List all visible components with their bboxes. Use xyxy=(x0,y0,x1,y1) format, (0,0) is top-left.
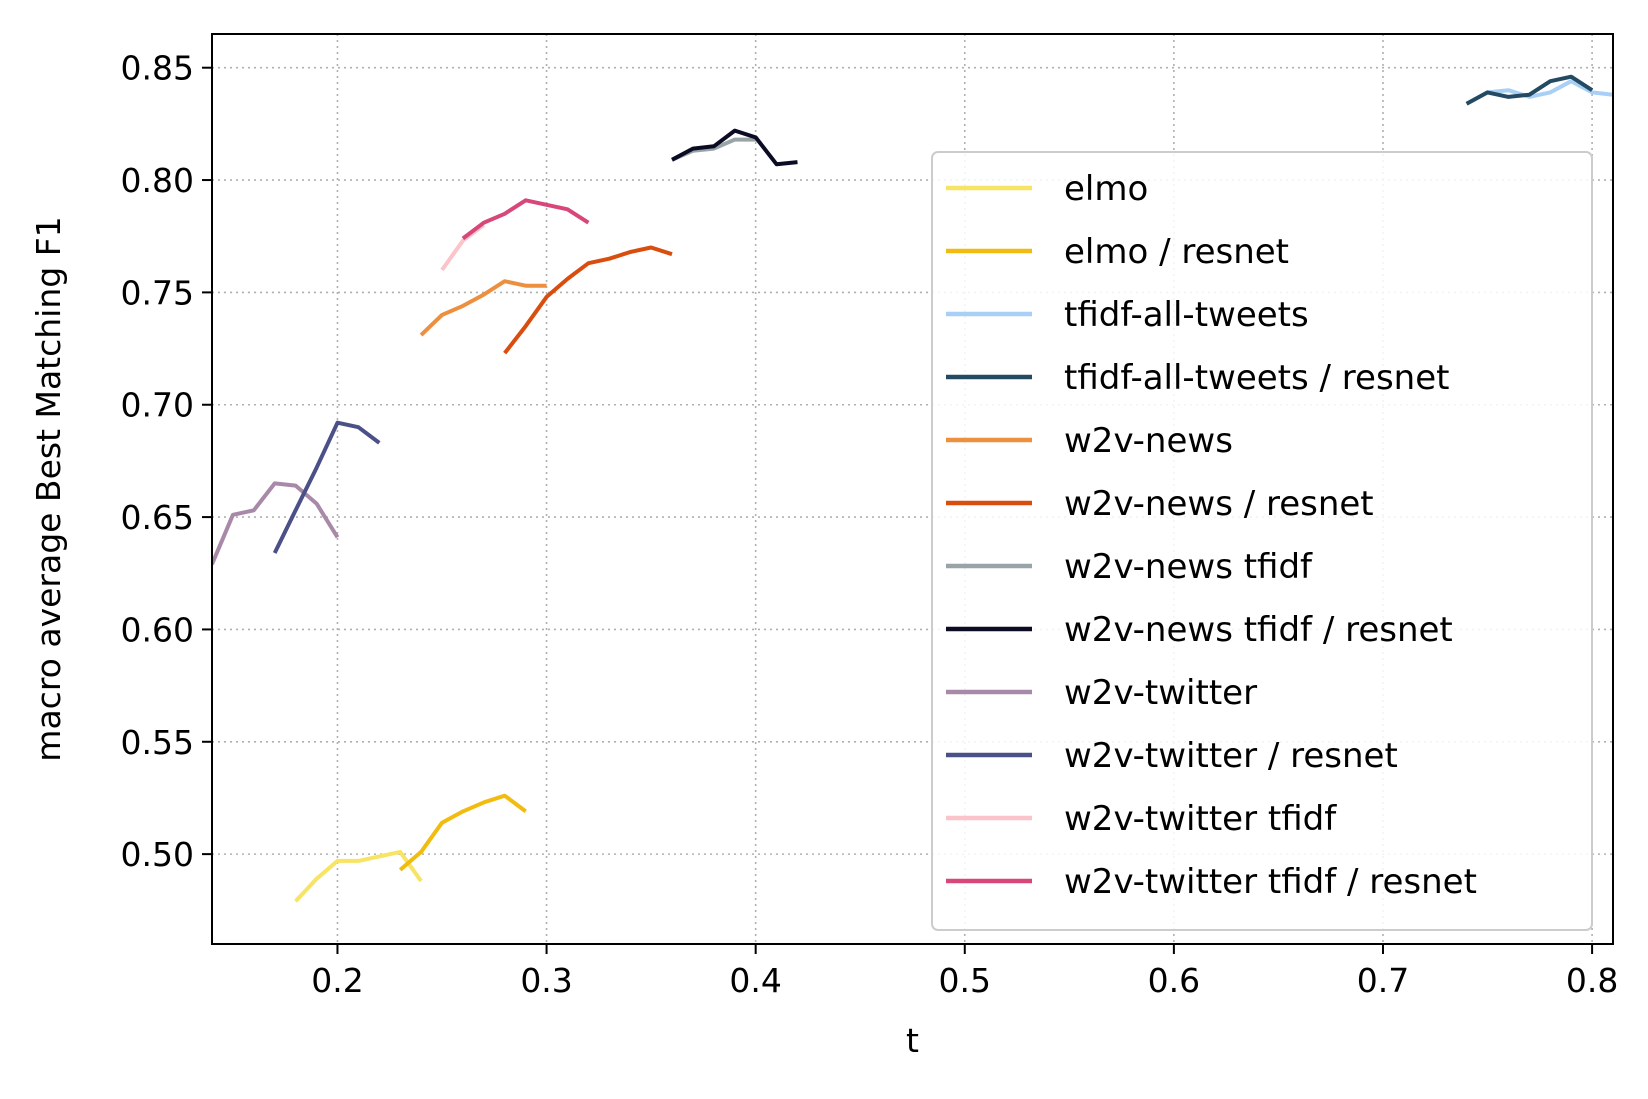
x-tick-label: 0.7 xyxy=(1357,961,1409,1000)
y-tick-label: 0.65 xyxy=(121,498,194,537)
y-tick-label: 0.75 xyxy=(121,273,194,312)
x-axis-label: t xyxy=(906,1021,919,1060)
x-tick-label: 0.6 xyxy=(1148,961,1200,1000)
y-axis: 0.50 0.55 0.60 0.65 0.70 0.75 0.80 0.85 xyxy=(121,49,212,874)
legend-label: tfidf-all-tweets / resnet xyxy=(1064,358,1449,398)
y-axis-label: macro average Best Matching F1 xyxy=(29,216,68,761)
legend-label: w2v-twitter tfidf / resnet xyxy=(1064,862,1477,902)
series-line-elmo xyxy=(294,849,423,903)
y-tick-label: 0.55 xyxy=(121,723,194,762)
legend: elmo elmo / resnet tfidf-all-tweets tfidf-a… xyxy=(931,151,1593,931)
series-line-w2v-twitter-tfidf-resnet xyxy=(461,198,590,241)
series-line-w2v-twitter xyxy=(212,481,340,566)
legend-label: w2v-twitter / resnet xyxy=(1064,736,1398,776)
series-line-tfidf-all-tweets-resnet xyxy=(1465,74,1594,106)
series-lines xyxy=(212,74,1613,903)
legend-label: tfidf-all-tweets xyxy=(1064,295,1309,335)
y-tick-label: 0.80 xyxy=(121,161,194,200)
y-tick-label: 0.50 xyxy=(121,835,194,874)
legend-label: w2v-twitter tfidf xyxy=(1064,799,1337,839)
x-tick-label: 0.4 xyxy=(729,961,781,1000)
series-line-w2v-news-tfidf-resnet xyxy=(671,128,798,167)
legend-label: w2v-news tfidf xyxy=(1064,547,1313,587)
plot-frame xyxy=(211,33,1614,945)
series-line-w2v-news-resnet xyxy=(503,245,673,355)
series-line-elmo-resnet xyxy=(398,793,527,872)
x-tick-label: 0.8 xyxy=(1566,961,1618,1000)
y-tick-label: 0.70 xyxy=(121,386,194,425)
series-line-w2v-twitter-resnet xyxy=(272,420,381,554)
y-tick-label: 0.85 xyxy=(121,49,194,88)
y-tick-label: 0.60 xyxy=(121,610,194,649)
legend-label: w2v-news xyxy=(1064,421,1233,461)
x-tick-label: 0.2 xyxy=(311,961,363,1000)
x-axis: 0.2 0.3 0.4 0.5 0.6 0.7 0.8 xyxy=(311,944,1618,1000)
x-tick-label: 0.3 xyxy=(520,961,572,1000)
legend-box xyxy=(931,151,1593,931)
x-tick-label: 0.5 xyxy=(939,961,991,1000)
series-line-w2v-news xyxy=(419,279,547,337)
legend-label: w2v-news / resnet xyxy=(1064,484,1374,524)
legend-label: w2v-news tfidf / resnet xyxy=(1064,610,1453,650)
legend-label: elmo / resnet xyxy=(1064,232,1289,272)
legend-label: elmo xyxy=(1064,169,1148,209)
legend-label: w2v-twitter xyxy=(1064,673,1257,713)
